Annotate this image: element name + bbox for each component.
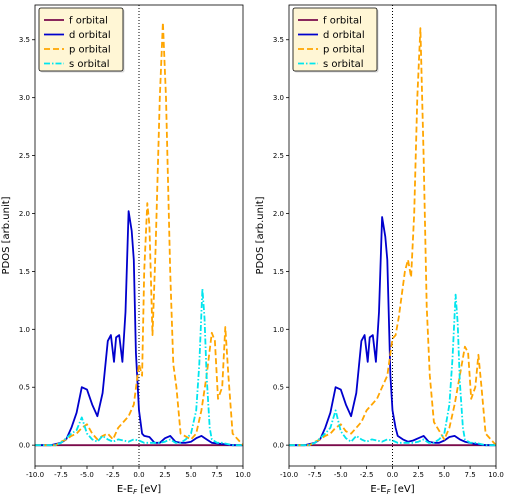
- x-tick-label: 7.5: [465, 471, 476, 479]
- x-tick-label: -5.0: [80, 471, 94, 479]
- legend-entry-label: d orbital: [323, 30, 365, 41]
- y-axis-label: PDOS [arb.unit]: [1, 196, 12, 274]
- legend-entry-label: f orbital: [69, 16, 108, 27]
- legend-box: [38, 7, 124, 72]
- series-d-orbital: [35, 210, 243, 447]
- x-tick-label: 10.0: [488, 471, 504, 479]
- legend: f orbital d orbital p orbital s orbital: [38, 7, 125, 73]
- series-d-orbital: [289, 216, 496, 447]
- series-s-orbital: [35, 287, 243, 447]
- legend-entry-label: f orbital: [323, 16, 362, 27]
- x-axis-label: E-EF [eV]: [117, 484, 161, 496]
- y-axis-label: PDOS [arb.unit]: [255, 196, 266, 274]
- y-tick-label: 2.5: [19, 152, 30, 160]
- legend-entry-label: p orbital: [69, 45, 111, 56]
- y-tick-label: 3.5: [273, 36, 284, 44]
- y-tick-label: 1.5: [19, 268, 30, 276]
- x-tick-label: 5.0: [185, 471, 196, 479]
- x-tick-label: 0.0: [387, 471, 398, 479]
- x-axis-label: E-EF [eV]: [370, 484, 414, 496]
- series-s-orbital: [289, 293, 496, 447]
- y-tick-label: 3.0: [19, 94, 30, 102]
- x-tick-label: -2.5: [106, 471, 120, 479]
- y-tick-label: 3.5: [19, 36, 30, 44]
- series-group: [35, 21, 243, 447]
- y-tick-label: 2.0: [273, 210, 284, 218]
- x-tick-label: 5.0: [439, 471, 450, 479]
- y-tick-label: 0.0: [19, 442, 30, 450]
- y-tick-label: 2.0: [19, 210, 30, 218]
- legend-entry-label: d orbital: [69, 30, 111, 41]
- y-tick-label: 1.0: [19, 326, 30, 334]
- y-tick-label: 2.5: [273, 152, 284, 160]
- x-tick-label: 2.5: [413, 471, 424, 479]
- y-tick-label: 0.0: [273, 442, 284, 450]
- y-tick-label: 3.0: [273, 94, 284, 102]
- series-group: [289, 27, 496, 447]
- legend-entry-label: p orbital: [323, 45, 365, 56]
- legend-box: [292, 7, 378, 72]
- legend-entry-label: s orbital: [323, 59, 364, 70]
- chart-panel-2: -10.0 -7.5 -5.0 -2.5 0.0 2.5 5.0 7.5 10.0 0.0 0.5 1…: [255, 4, 504, 496]
- x-tick-label: 2.5: [159, 471, 170, 479]
- y-tick-label: 0.5: [19, 384, 30, 392]
- legend: f orbital d orbital p orbital s orbital: [292, 7, 379, 73]
- x-tick-label: -2.5: [360, 471, 374, 479]
- chart-panel-1: -10.0 -7.5 -5.0 -2.5 0.0 2.5 5.0 7.5 10.0 0.0 0.5 1…: [1, 4, 251, 496]
- series-p-orbital: [289, 27, 496, 447]
- x-tick-label: -10.0: [280, 471, 298, 479]
- x-tick-label: -7.5: [308, 471, 322, 479]
- y-tick-label: 1.0: [273, 326, 284, 334]
- y-tick-label: 1.5: [273, 268, 284, 276]
- x-tick-label: -10.0: [26, 471, 44, 479]
- legend-entry-label: s orbital: [69, 59, 110, 70]
- x-tick-label: 0.0: [133, 471, 144, 479]
- series-p-orbital: [35, 21, 243, 447]
- x-tick-label: -5.0: [334, 471, 348, 479]
- x-tick-label: 7.5: [211, 471, 222, 479]
- y-tick-label: 0.5: [273, 384, 284, 392]
- x-tick-label: -7.5: [54, 471, 68, 479]
- x-tick-label: 10.0: [235, 471, 251, 479]
